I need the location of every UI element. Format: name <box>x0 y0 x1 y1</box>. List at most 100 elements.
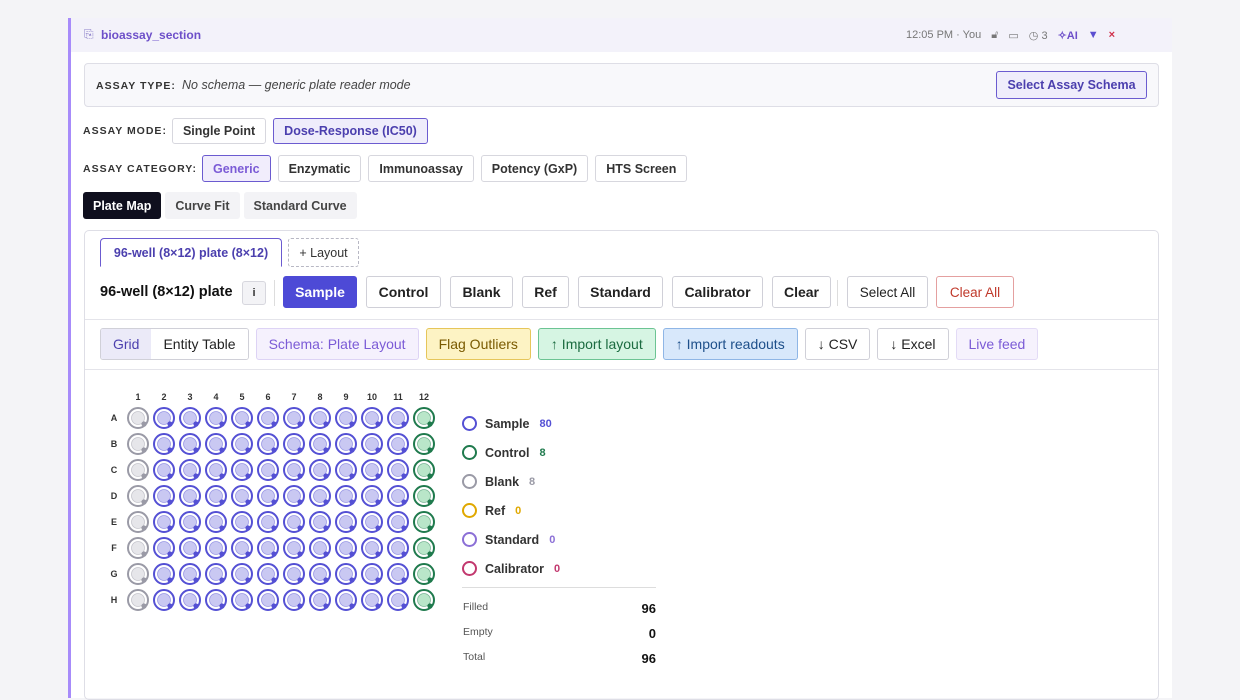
clear-all-button[interactable]: Clear All <box>936 276 1014 308</box>
summary-row: Filled 96 <box>463 596 656 621</box>
well-dot <box>375 525 381 531</box>
well-dot <box>167 525 173 531</box>
well-type-button[interactable]: Clear <box>772 276 831 308</box>
toolbar-action[interactable]: ↓ Excel <box>877 328 949 360</box>
legend-count: 80 <box>539 417 552 430</box>
well-fill <box>131 437 145 451</box>
toolbar-action[interactable]: Schema: Plate Layout <box>255 328 419 360</box>
well-dot <box>219 551 225 557</box>
well-fill <box>365 593 379 607</box>
well-dot <box>141 473 147 479</box>
category-option[interactable]: HTS Screen <box>595 155 688 182</box>
well-fill <box>183 489 197 503</box>
category-option[interactable]: Generic <box>202 155 271 182</box>
well-type-button[interactable]: Sample <box>283 276 357 308</box>
well-dot <box>323 473 329 479</box>
well-fill <box>157 437 171 451</box>
well-type-button[interactable]: Ref <box>522 276 569 308</box>
legend-count: 0 <box>554 562 561 575</box>
layout-tab[interactable]: 96-well (8×12) plate (8×12) <box>100 238 282 267</box>
well-fill <box>183 437 197 451</box>
well-fill <box>235 593 249 607</box>
well-dot <box>375 603 381 609</box>
well-fill <box>261 567 275 581</box>
summary-label: Empty <box>463 625 493 638</box>
category-option[interactable]: Immunoassay <box>368 155 474 182</box>
lock-icon[interactable]: 🔓︎ <box>991 28 999 41</box>
well-fill <box>391 463 405 477</box>
toolbar-action[interactable]: ↑ Import readouts <box>662 328 798 360</box>
well-fill <box>235 437 249 451</box>
toolbar-action[interactable]: ↓ CSV <box>804 328 871 360</box>
mode-option[interactable]: Single Point <box>171 118 267 144</box>
well-type-button[interactable]: Blank <box>450 276 513 308</box>
assay-category-label: ASSAY CATEGORY: <box>83 162 197 175</box>
close-button[interactable]: × <box>1108 29 1116 41</box>
well-fill <box>339 515 353 529</box>
well-dot <box>427 525 433 531</box>
view-tab[interactable]: Standard Curve <box>243 192 357 219</box>
well-dot <box>297 551 303 557</box>
view-mode[interactable]: Grid <box>101 329 152 359</box>
well-fill <box>287 593 301 607</box>
well-fill <box>417 567 431 581</box>
select-all-button[interactable]: Select All <box>847 276 928 308</box>
comment-icon[interactable]: ▭ <box>1008 29 1019 42</box>
well-type-button[interactable]: Calibrator <box>672 276 763 308</box>
well-fill <box>339 541 353 555</box>
well-fill <box>235 541 249 555</box>
legend-name: Blank <box>485 474 520 489</box>
well-dot <box>271 421 277 427</box>
well-fill <box>157 489 171 503</box>
well-fill <box>157 567 171 581</box>
toolbar-action[interactable]: ↑ Import layout <box>537 328 656 360</box>
well-type-button[interactable]: Control <box>366 276 441 308</box>
row-label: B <box>111 439 118 449</box>
well-fill <box>209 541 223 555</box>
view-tab[interactable]: Curve Fit <box>165 192 240 219</box>
divider <box>462 587 656 588</box>
history-icon[interactable]: ◷ 3 <box>1028 29 1048 42</box>
view-mode[interactable]: Entity Table <box>151 329 248 359</box>
toolbar-action[interactable]: Flag Outliers <box>425 328 531 360</box>
well-fill <box>131 411 145 425</box>
timestamp: 12:05 PM · You <box>906 29 982 41</box>
mode-option[interactable]: Dose-Response (IC50) <box>273 118 428 144</box>
well-dot <box>323 525 329 531</box>
add-layout-tab[interactable]: + Layout <box>288 238 359 267</box>
well-dot <box>141 551 147 557</box>
select-schema-button[interactable]: Select Assay Schema <box>996 71 1147 99</box>
well-type-button[interactable]: Standard <box>578 276 663 308</box>
well-dot <box>271 473 277 479</box>
well-fill <box>417 515 431 529</box>
collapse-button[interactable]: ▼ <box>1087 29 1099 41</box>
well-dot <box>219 447 225 453</box>
well-fill <box>391 411 405 425</box>
summary-row: Total 96 <box>463 646 656 671</box>
well-dot <box>375 499 381 505</box>
well-dot <box>401 577 407 583</box>
column-label: 9 <box>343 392 348 402</box>
well-fill <box>261 437 275 451</box>
category-option[interactable]: Potency (GxP) <box>480 155 589 182</box>
view-tab[interactable]: Plate Map <box>83 192 162 219</box>
well-dot <box>193 577 199 583</box>
well-dot <box>375 577 381 583</box>
section-title[interactable]: bioassay_section <box>101 28 202 42</box>
column-label: 3 <box>187 392 192 402</box>
well-dot <box>375 421 381 427</box>
well-dot <box>349 551 355 557</box>
well-dot <box>271 525 277 531</box>
legend-count: 8 <box>539 446 546 459</box>
divider <box>85 319 1158 320</box>
legend-swatch <box>462 474 477 489</box>
toolbar-action[interactable]: Live feed <box>955 328 1039 360</box>
well-fill <box>313 463 327 477</box>
well-dot <box>323 447 329 453</box>
category-option[interactable]: Enzymatic <box>277 155 362 182</box>
well-fill <box>365 567 379 581</box>
column-label: 8 <box>317 392 322 402</box>
well-fill <box>417 463 431 477</box>
ai-button[interactable]: ✧AI <box>1057 29 1078 42</box>
info-button[interactable]: i <box>242 281 266 305</box>
